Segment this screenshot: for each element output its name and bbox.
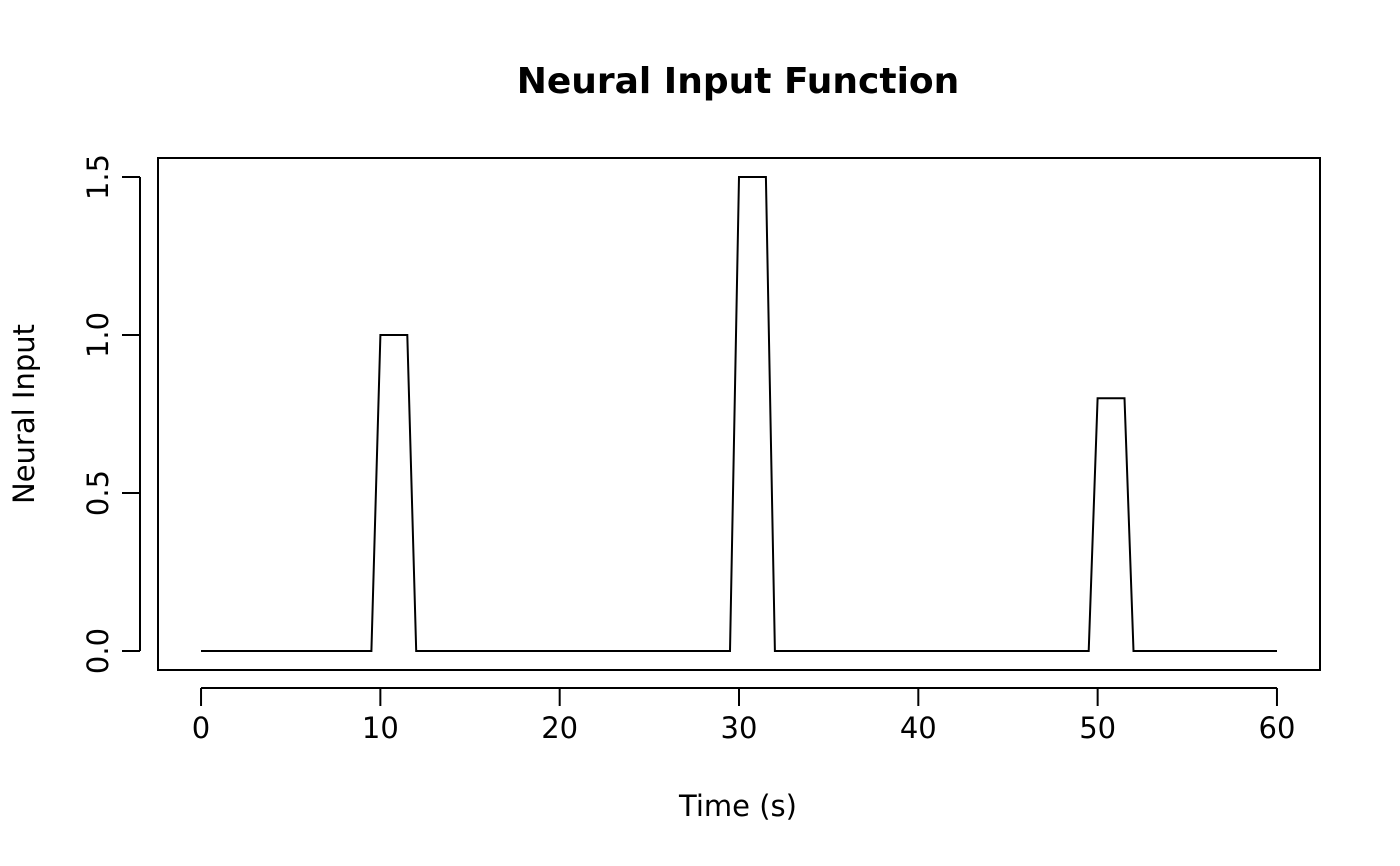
- y-tick-label: 1.5: [81, 154, 115, 200]
- x-axis-title: Time (s): [678, 789, 797, 823]
- x-tick-label: 20: [541, 711, 578, 745]
- y-tick-label: 0.5: [81, 470, 115, 516]
- x-tick-label: 30: [721, 711, 758, 745]
- y-tick-label: 1.0: [81, 312, 115, 358]
- x-tick-label: 60: [1259, 711, 1296, 745]
- plot-frame: [157, 157, 1321, 671]
- y-axis: 0.0 0.5 1.0 1.5: [81, 154, 141, 674]
- x-tick-label: 10: [362, 711, 399, 745]
- x-axis: 0 10 20 30 40 50 60: [192, 687, 1296, 745]
- x-tick-label: 0: [192, 711, 210, 745]
- y-axis-title: Neural Input: [7, 324, 41, 504]
- y-tick-label: 0.0: [81, 628, 115, 674]
- x-tick-label: 50: [1079, 711, 1116, 745]
- x-tick-label: 40: [900, 711, 937, 745]
- series-layer: [201, 176, 1277, 652]
- chart-title: Neural Input Function: [517, 61, 960, 102]
- series-line-0: [201, 176, 1277, 652]
